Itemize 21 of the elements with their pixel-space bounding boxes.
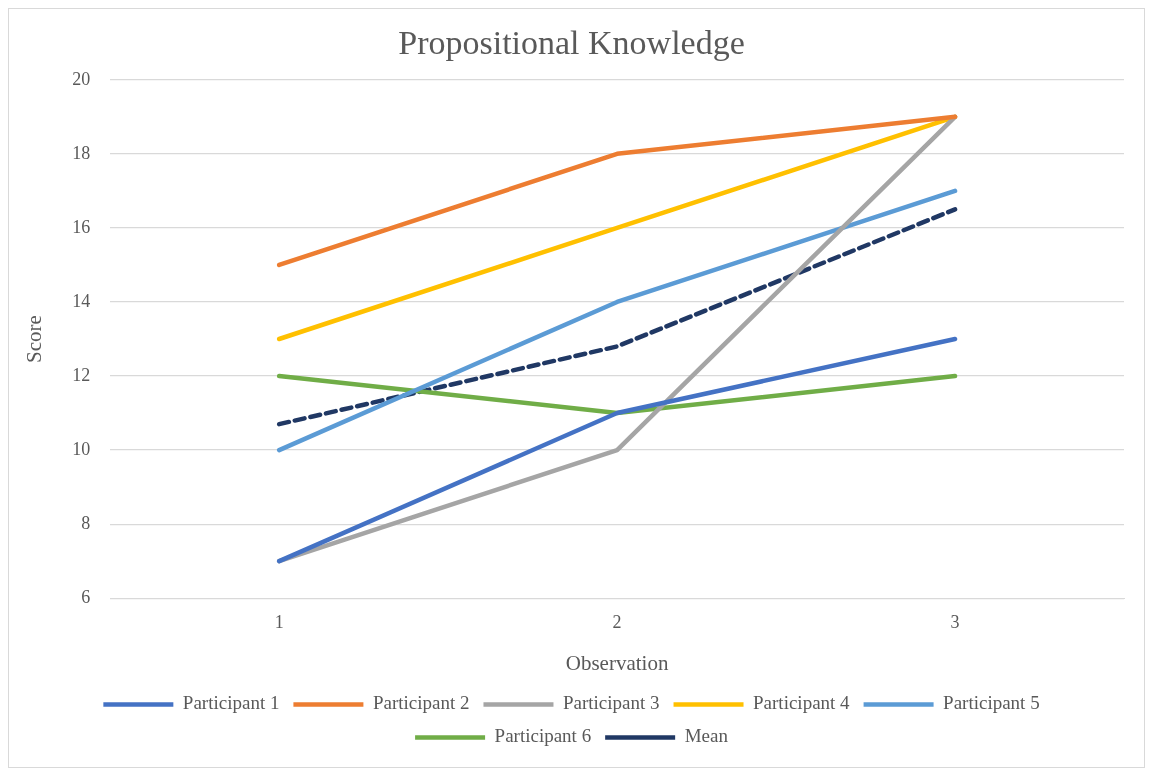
x-axis-title: Observation [565,650,669,675]
legend-label: Participant 5 [943,692,1040,714]
legend-label: Participant 2 [372,692,470,714]
chart-title: Propositional Knowledge [398,24,745,62]
y-tick-label: 14 [72,290,91,311]
x-tick-label: 1 [274,611,284,632]
y-tick-label: 10 [72,438,91,459]
x-tick-label: 3 [950,611,960,632]
legend-label: Participant 1 [182,692,280,714]
y-tick-label: 8 [81,512,91,533]
legend-label: Participant 4 [753,692,851,714]
y-tick-label: 6 [81,586,91,607]
y-tick-label: 20 [72,68,91,89]
legend-label: Participant 3 [562,692,660,714]
y-axis-title: Score [22,315,47,363]
legend-label: Mean [684,725,729,747]
y-tick-label: 16 [72,216,91,237]
y-tick-label: 18 [72,142,91,163]
legend-label: Participant 6 [494,725,592,747]
y-tick-label: 12 [72,364,91,385]
x-tick-label: 2 [612,611,622,632]
